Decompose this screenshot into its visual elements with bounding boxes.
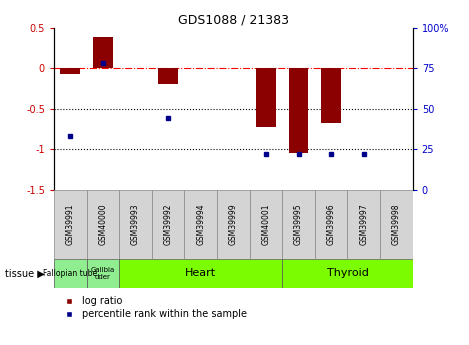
Bar	[217, 190, 250, 259]
Bar	[87, 190, 119, 259]
Text: GSM40000: GSM40000	[98, 204, 107, 245]
Text: GSM39995: GSM39995	[294, 204, 303, 245]
Bar	[315, 190, 348, 259]
Text: GSM39999: GSM39999	[229, 204, 238, 245]
Text: GSM39994: GSM39994	[196, 204, 205, 245]
Bar	[152, 190, 184, 259]
Bar	[348, 190, 380, 259]
Text: Gallbla
dder: Gallbla dder	[91, 267, 115, 280]
Bar	[119, 190, 152, 259]
Bar	[87, 259, 119, 288]
Title: GDS1088 / 21383: GDS1088 / 21383	[178, 13, 289, 27]
Text: Fallopian tube: Fallopian tube	[43, 269, 97, 278]
Text: tissue ▶: tissue ▶	[5, 268, 45, 278]
Text: Heart: Heart	[185, 268, 216, 278]
Bar	[321, 68, 341, 123]
Bar	[184, 190, 217, 259]
Legend: log ratio, percentile rank within the sample: log ratio, percentile rank within the sa…	[59, 296, 247, 319]
Text: GSM40001: GSM40001	[261, 204, 271, 245]
Text: GSM39991: GSM39991	[66, 204, 75, 245]
Text: GSM39998: GSM39998	[392, 204, 401, 245]
Text: Thyroid: Thyroid	[326, 268, 369, 278]
Bar	[380, 190, 413, 259]
Text: GSM39992: GSM39992	[164, 204, 173, 245]
Bar	[54, 259, 87, 288]
Bar	[159, 68, 178, 85]
Bar	[256, 68, 276, 127]
Bar	[282, 190, 315, 259]
Text: GSM39997: GSM39997	[359, 204, 368, 245]
Bar	[289, 68, 308, 153]
Text: GSM39993: GSM39993	[131, 204, 140, 245]
Bar	[250, 190, 282, 259]
Text: GSM39996: GSM39996	[327, 204, 336, 245]
Bar	[54, 190, 87, 259]
Bar	[282, 259, 413, 288]
Bar	[119, 259, 282, 288]
Bar	[61, 68, 80, 74]
Bar	[93, 37, 113, 68]
